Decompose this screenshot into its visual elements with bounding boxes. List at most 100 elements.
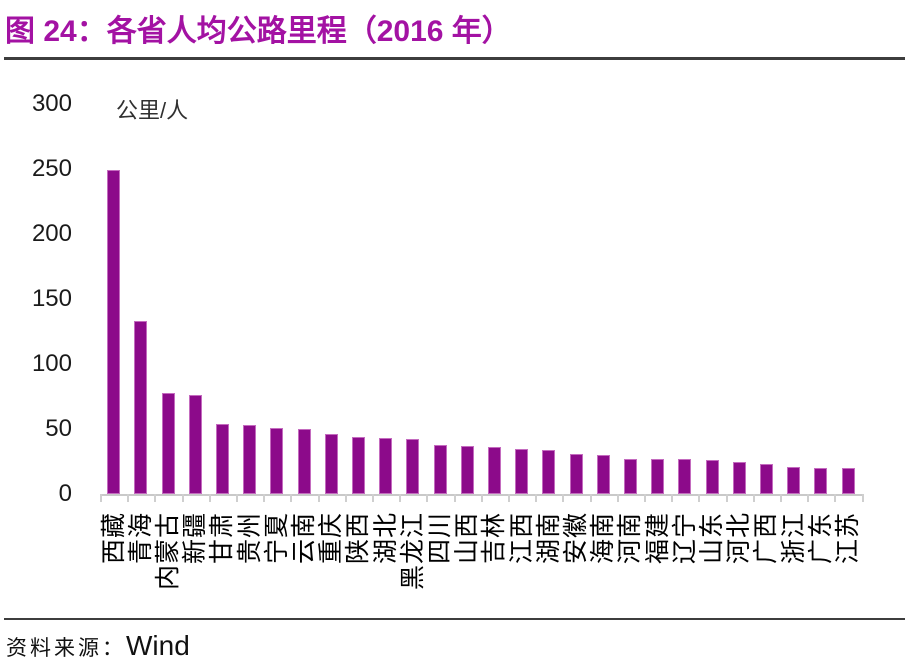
x-axis-tick	[671, 494, 674, 502]
x-axis-tick	[616, 494, 619, 502]
bottom-divider	[4, 618, 905, 620]
bar	[542, 449, 556, 494]
x-axis-tick	[508, 494, 510, 502]
x-axis-tick	[154, 494, 157, 502]
bar	[515, 448, 529, 494]
x-axis-tick	[589, 494, 592, 502]
x-axis-tick	[480, 494, 483, 502]
bar	[487, 447, 501, 494]
x-axis-category-label: 山东	[698, 512, 726, 565]
x-axis-tick	[562, 494, 565, 502]
page-title: 图 24：各省人均公路里程（2016 年）	[5, 15, 512, 48]
x-axis-category-label: 江苏	[834, 512, 862, 565]
bar	[623, 458, 637, 494]
x-axis-category-label: 福建	[643, 512, 672, 565]
bar	[107, 170, 121, 494]
x-axis-tick	[644, 494, 646, 502]
bar	[406, 439, 420, 494]
x-axis-category-label: 广西	[752, 512, 781, 565]
x-axis-category-label: 辽宁	[670, 512, 699, 565]
bar	[161, 392, 175, 494]
bar	[324, 434, 338, 494]
x-axis-category-label: 海南	[589, 512, 618, 565]
y-axis-tick-label: 250	[31, 155, 72, 182]
x-axis-category-label: 甘肃	[208, 512, 237, 565]
y-axis-tick-label: 150	[31, 285, 72, 312]
bar	[732, 461, 746, 494]
bar	[270, 427, 284, 494]
x-axis-category-label: 贵州	[235, 512, 264, 565]
x-axis-category-label: 浙江	[779, 512, 808, 565]
bar	[215, 423, 229, 494]
x-axis-category-label: 河南	[616, 512, 645, 565]
bar	[814, 468, 828, 494]
x-axis-tick	[698, 494, 701, 502]
bar	[651, 458, 665, 494]
x-axis-category-label: 宁夏	[262, 512, 291, 565]
y-axis-unit-label: 公里/人	[116, 98, 189, 123]
source-note: 资料来源：Wind	[6, 630, 190, 662]
x-axis-tick	[317, 494, 320, 502]
x-axis-category-label: 广东	[806, 512, 835, 565]
bar	[351, 436, 365, 494]
bar	[433, 444, 447, 494]
x-axis-tick	[344, 494, 347, 502]
bar	[188, 395, 202, 494]
bar	[460, 445, 474, 494]
x-axis-category-label: 吉林	[480, 512, 509, 565]
bar	[596, 455, 610, 494]
y-axis-tick-label: 300	[31, 90, 72, 117]
y-axis-tick-label: 200	[31, 220, 72, 247]
bar	[134, 321, 148, 494]
x-axis-tick	[725, 494, 728, 502]
x-axis-tick	[181, 494, 184, 502]
x-axis-category-label: 内蒙古	[154, 512, 182, 591]
x-axis-category-label: 江西	[507, 512, 536, 565]
x-axis-tick	[127, 494, 130, 502]
x-axis-category-label: 云南	[290, 512, 318, 565]
source-label: 资料来源：	[6, 636, 126, 660]
x-axis-tick	[372, 494, 374, 502]
bar	[841, 468, 855, 494]
x-axis-tick	[535, 494, 538, 502]
bar	[297, 429, 311, 494]
x-axis-category-label: 湖北	[371, 512, 400, 565]
x-axis-tick	[780, 494, 782, 502]
x-axis-tick	[399, 494, 402, 502]
x-axis-category-label: 青海	[126, 512, 155, 565]
x-axis-category-label: 四川	[426, 512, 454, 565]
x-axis-category-label: 陕西	[344, 512, 373, 565]
x-axis-tick	[807, 494, 810, 502]
x-axis-tick	[834, 494, 837, 502]
x-axis-category-label: 安徽	[562, 512, 590, 565]
x-axis-tick	[453, 494, 456, 502]
x-axis-category-label: 山西	[453, 512, 482, 565]
x-axis-tick	[208, 494, 211, 502]
x-axis-tick	[861, 494, 864, 502]
x-axis-tick	[263, 494, 266, 502]
x-axis-tick	[236, 494, 238, 502]
bar	[569, 453, 583, 494]
x-axis-category-label: 黑龙江	[398, 512, 427, 591]
x-axis-category-label: 河北	[725, 512, 754, 565]
top-divider	[4, 57, 905, 60]
bar	[759, 464, 773, 494]
x-axis-category-label: 西藏	[99, 512, 128, 565]
bar	[243, 425, 257, 494]
x-axis-tick	[100, 494, 102, 502]
x-axis-category-label: 新疆	[181, 512, 210, 565]
bar	[379, 438, 393, 494]
y-axis-tick-label: 50	[45, 415, 72, 442]
x-axis-category-label: 湖南	[534, 512, 563, 565]
x-axis-category-label: 重庆	[317, 512, 346, 565]
x-axis-tick	[752, 494, 755, 502]
bar	[678, 458, 692, 494]
bar	[787, 466, 801, 494]
source-name: Wind	[126, 630, 190, 661]
x-axis-tick	[426, 494, 429, 502]
y-axis-tick-label: 0	[58, 480, 72, 507]
bar	[705, 460, 719, 494]
y-axis-tick-label: 100	[31, 350, 72, 377]
x-axis-tick	[290, 494, 293, 502]
